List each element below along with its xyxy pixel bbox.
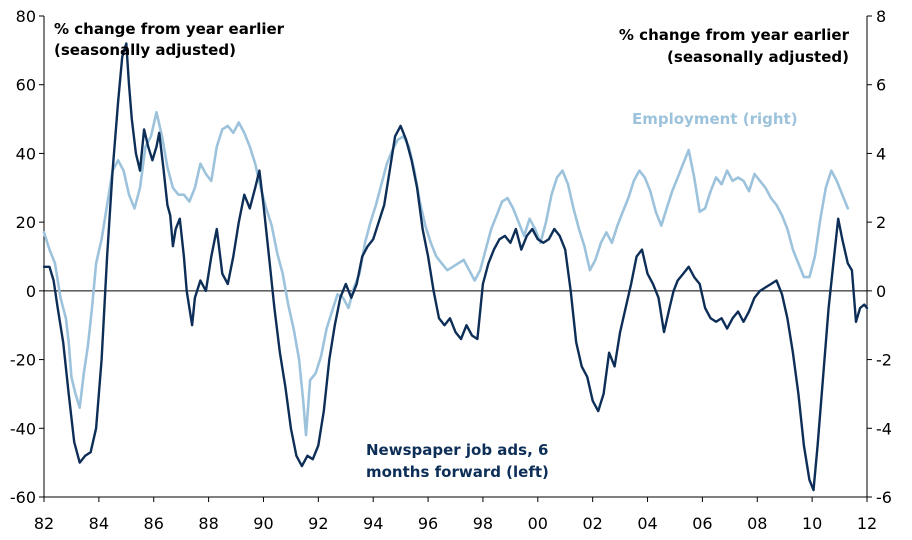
left-axis-tick-label: 0	[26, 282, 36, 301]
left-axis-title-line1: % change from year earlier	[54, 20, 285, 38]
job-ads-series-line	[42, 42, 869, 492]
right-axis-tick-label: 2	[876, 213, 886, 232]
left-axis-tick-label: -20	[10, 351, 36, 370]
x-axis-tick-label: 08	[747, 514, 767, 533]
left-axis-tick-label: 80	[16, 7, 36, 26]
series-layer	[42, 42, 869, 492]
left-axis-tick-label: -60	[10, 488, 36, 507]
x-axis-tick-label: 94	[363, 514, 383, 533]
left-axis-tick-label: 60	[16, 76, 36, 95]
x-axis-tick-label: 04	[637, 514, 657, 533]
left-axis-tick-label: -40	[10, 419, 36, 438]
employment-series-label: Employment (right)	[632, 110, 798, 128]
right-axis-tick-label: 6	[876, 76, 886, 95]
right-axis-title-line1: % change from year earlier	[619, 26, 850, 44]
x-axis-tick-label: 12	[857, 514, 877, 533]
right-axis-title-line2: (seasonally adjusted)	[667, 48, 849, 66]
x-axis-tick-label: 96	[418, 514, 438, 533]
x-axis-tick-label: 10	[802, 514, 822, 533]
right-axis-tick-label: -2	[876, 351, 892, 370]
left-axis-tick-label: 20	[16, 213, 36, 232]
employment-series-line	[42, 110, 850, 437]
job-ads-series-label-line2: months forward (left)	[366, 463, 549, 481]
right-axis-tick-label: -6	[876, 488, 892, 507]
left-axis-tick-label: 40	[16, 144, 36, 163]
x-axis-tick-label: 90	[253, 514, 273, 533]
x-axis-tick-label: 86	[144, 514, 164, 533]
x-axis-tick-label: 82	[34, 514, 54, 533]
x-axis-tick-label: 06	[692, 514, 712, 533]
x-axis-tick-label: 98	[473, 514, 493, 533]
right-axis-tick-label: -4	[876, 419, 892, 438]
right-axis-tick-label: 8	[876, 7, 886, 26]
axes-layer	[43, 16, 868, 498]
x-axis-tick-label: 00	[528, 514, 548, 533]
right-axis-tick-label: 0	[876, 282, 886, 301]
job-ads-series-label-line1: Newspaper job ads, 6	[366, 441, 548, 459]
x-axis-tick-label: 92	[308, 514, 328, 533]
left-axis-title-line2: (seasonally adjusted)	[54, 41, 236, 59]
right-axis-tick-label: 4	[876, 144, 886, 163]
x-axis-tick-label: 88	[198, 514, 218, 533]
x-axis-tick-label: 84	[89, 514, 109, 533]
x-axis-tick-label: 02	[582, 514, 602, 533]
